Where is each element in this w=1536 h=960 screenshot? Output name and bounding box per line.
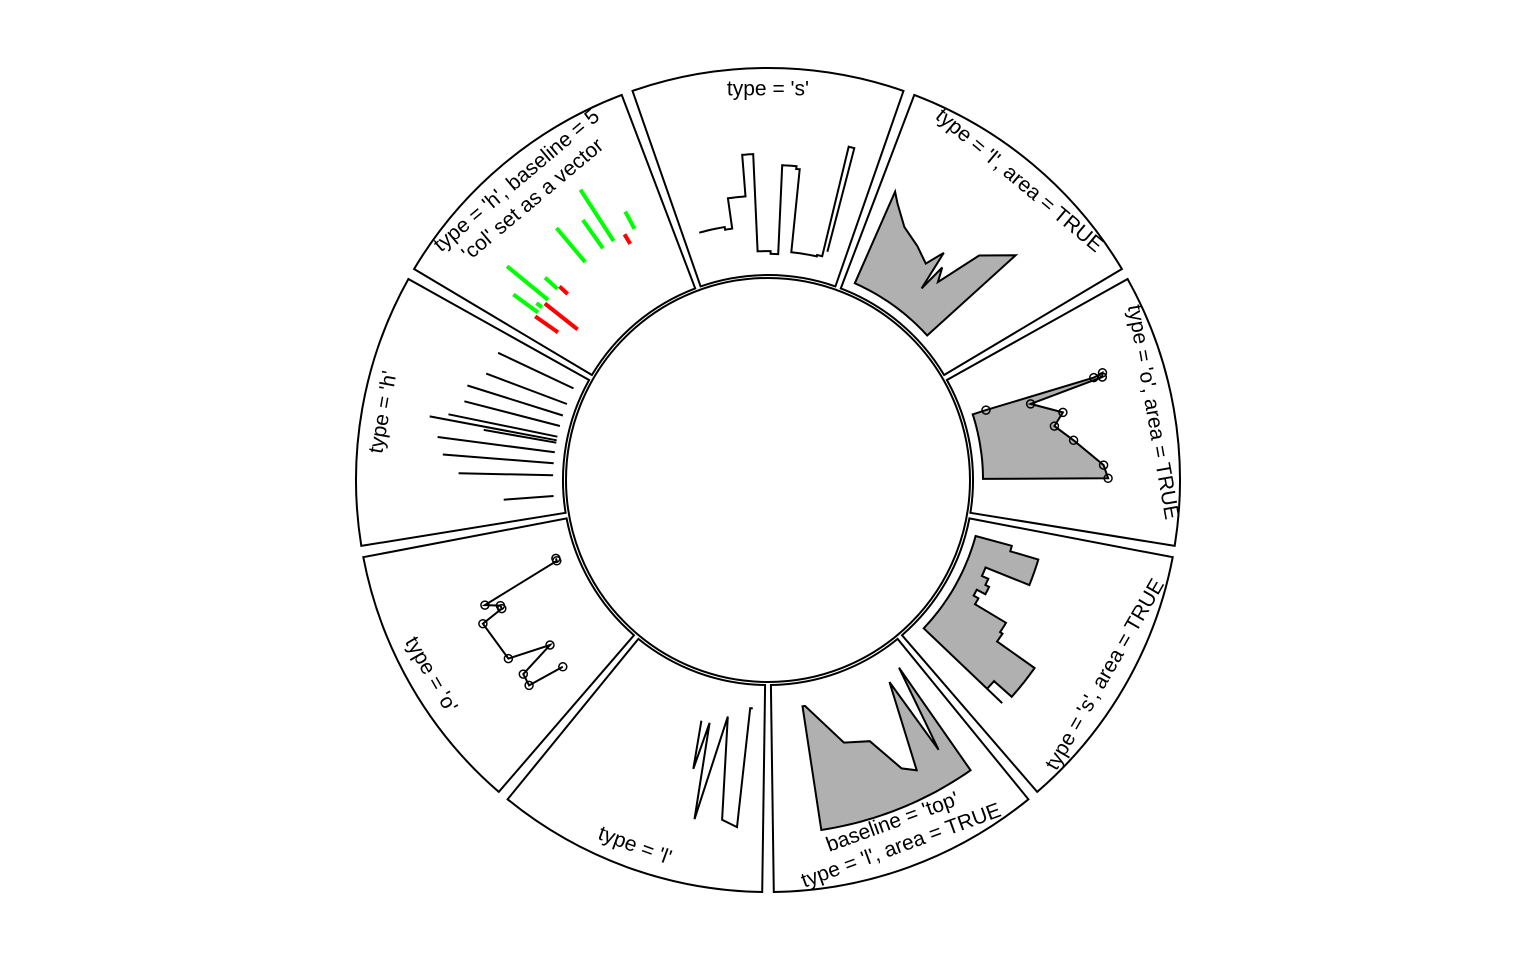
bar-mark (483, 428, 557, 444)
bar-mark (503, 495, 554, 501)
sector-border (355, 277, 591, 548)
bar-mark (578, 188, 616, 243)
sector-l: type = 'l' (506, 637, 767, 894)
point-mark (495, 600, 506, 611)
point-mark (480, 600, 490, 610)
point-mark (551, 553, 561, 564)
sector-s: type = 's' (631, 67, 905, 288)
point-mark (1058, 407, 1068, 418)
bar-mark (622, 233, 632, 245)
bar-mark (543, 276, 559, 291)
point-mark (1049, 421, 1060, 431)
bar-mark (534, 314, 560, 335)
point-mark (518, 669, 529, 679)
point-mark (503, 653, 514, 664)
line-mark (698, 145, 856, 258)
bar-mark (442, 453, 554, 465)
bar-mark (497, 351, 574, 390)
area-mark (801, 667, 972, 832)
sector-border (362, 517, 636, 794)
bar-mark (505, 264, 550, 302)
area-mark (922, 534, 1040, 704)
point-mark (981, 405, 991, 415)
bar-mark (543, 301, 579, 331)
sector-border (506, 637, 767, 894)
point-mark (1097, 368, 1108, 378)
sector-label: type = 's' (727, 78, 809, 101)
sector-border (412, 93, 697, 377)
bar-mark (429, 415, 557, 442)
line-mark (692, 707, 753, 829)
bar-mark (467, 384, 564, 417)
bar-mark (623, 210, 637, 230)
point-mark (558, 662, 568, 672)
point-mark (1103, 473, 1113, 484)
bar-mark (448, 413, 558, 438)
bar-mark (554, 226, 587, 264)
bar-mark (485, 372, 568, 405)
point-mark (1098, 460, 1109, 470)
bar-mark (512, 292, 540, 315)
area-mark (853, 188, 1019, 337)
bar-mark (464, 400, 561, 427)
bar-mark (437, 436, 555, 454)
bar-mark (581, 218, 605, 250)
sector-h-col-vector: type = 'h', baseline = 5'col' set as a v… (412, 93, 697, 377)
bar-mark (558, 284, 569, 296)
inner-circle (565, 277, 971, 683)
area-mark (971, 371, 1110, 480)
point-mark (545, 640, 555, 650)
point-mark (524, 680, 534, 691)
point-mark (478, 618, 488, 629)
point-mark (1025, 399, 1036, 409)
bar-mark (535, 301, 544, 309)
point-mark (1068, 435, 1079, 446)
point-mark (1097, 372, 1108, 382)
sector-h: type = 'h' (355, 277, 591, 548)
bar-mark (458, 472, 554, 477)
